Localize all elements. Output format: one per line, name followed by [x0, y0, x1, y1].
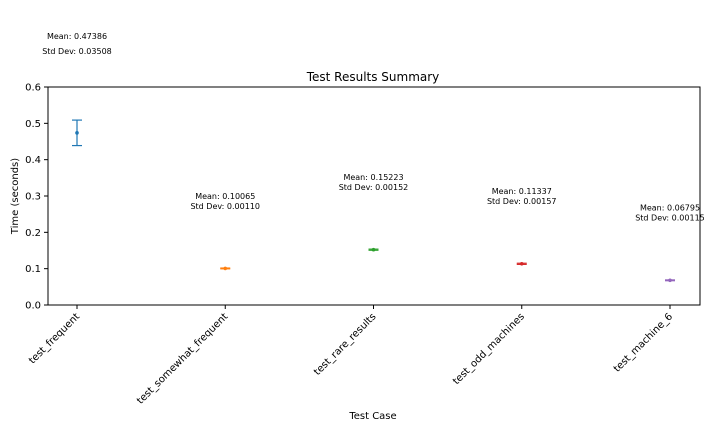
x-axis-label: Test Case	[348, 411, 396, 422]
std-annotation: Std Dev: 0.00152	[339, 183, 409, 192]
mean-point	[223, 266, 228, 271]
y-tick-label: 0.0	[25, 301, 41, 312]
y-tick-label: 0.5	[25, 119, 41, 130]
y-tick-label: 0.6	[25, 83, 41, 94]
mean-annotation: Mean: 0.11337	[492, 187, 552, 196]
mean-point	[75, 131, 79, 135]
x-tick-label: test_machine_6	[612, 311, 675, 374]
x-tick-label: test_rare_results	[312, 311, 378, 377]
y-tick-label: 0.2	[25, 228, 41, 239]
chart-title: Test Results Summary	[306, 70, 440, 84]
mean-annotation: Mean: 0.06795	[640, 204, 700, 213]
y-tick-label: 0.1	[25, 264, 41, 275]
y-tick-label: 0.4	[25, 155, 41, 166]
mean-point	[371, 247, 376, 252]
plot-frame	[47, 86, 701, 306]
mean-point	[519, 262, 524, 266]
y-tick-label: 0.3	[25, 192, 41, 203]
mean-annotation: Mean: 0.47386	[47, 32, 107, 41]
x-tick-label: test_odd_machines	[451, 311, 527, 387]
x-tick-label: test_somewhat_frequent	[135, 311, 230, 406]
std-annotation: Std Dev: 0.03508	[42, 47, 112, 56]
x-tick-label: test_frequent	[27, 311, 82, 366]
std-annotation: Std Dev: 0.00115	[635, 214, 705, 223]
mean-annotation: Mean: 0.10065	[195, 192, 255, 201]
std-annotation: Std Dev: 0.00157	[487, 197, 557, 206]
mean-point	[668, 278, 672, 283]
mean-annotation: Mean: 0.15223	[343, 173, 403, 182]
std-annotation: Std Dev: 0.00110	[190, 202, 260, 211]
y-axis-label: Time (seconds)	[10, 158, 21, 235]
